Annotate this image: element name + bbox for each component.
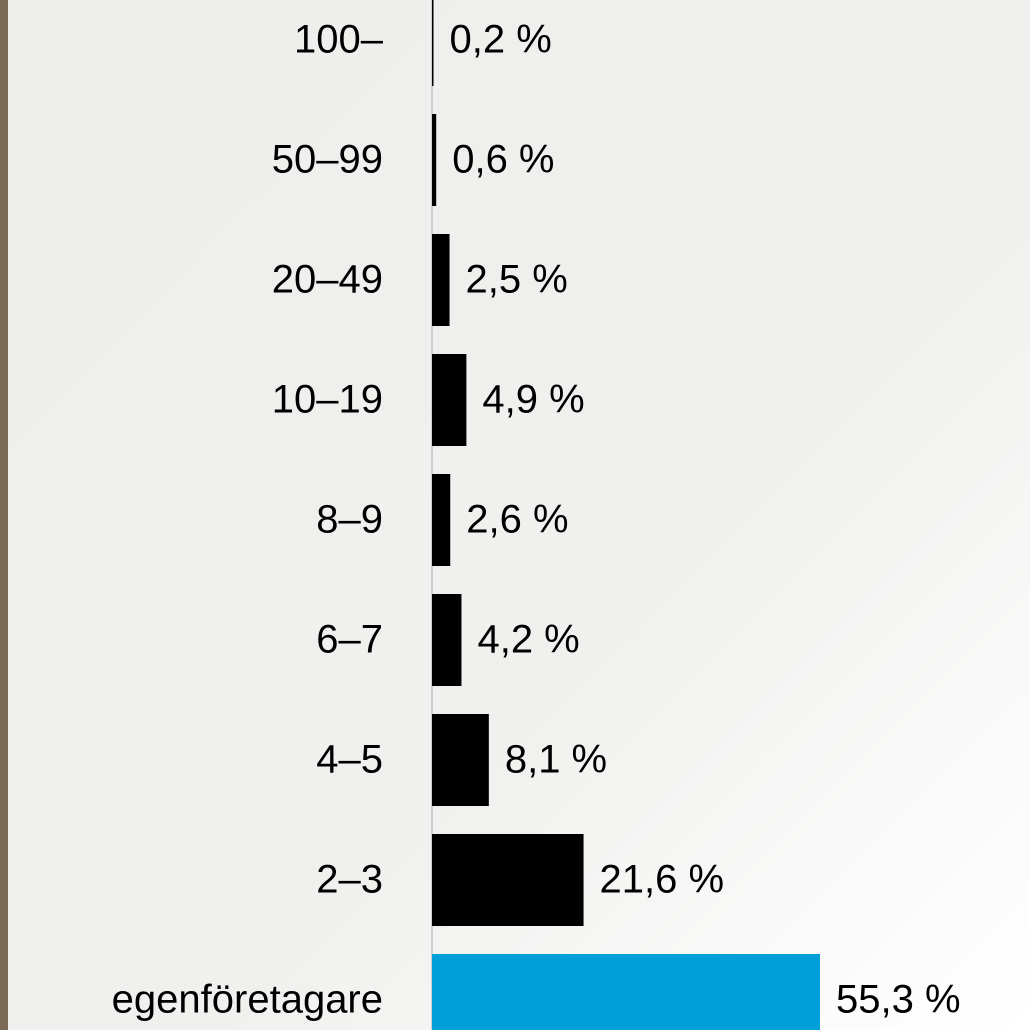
category-label: 6–7 xyxy=(316,618,383,662)
value-label: 4,2 % xyxy=(477,618,579,662)
value-label: 55,3 % xyxy=(836,978,961,1022)
category-label: egenföretagare xyxy=(112,978,383,1022)
photo-edge xyxy=(0,0,8,1030)
category-label: 50–99 xyxy=(272,138,383,182)
category-label: 100– xyxy=(294,18,384,62)
category-label: 2–3 xyxy=(316,858,383,902)
value-label: 0,6 % xyxy=(452,138,554,182)
bar xyxy=(432,354,467,446)
value-label: 8,1 % xyxy=(505,738,607,782)
bar xyxy=(432,594,462,686)
category-label: 10–19 xyxy=(272,378,383,422)
bar xyxy=(432,714,489,806)
category-label: 8–9 xyxy=(316,498,383,542)
bar xyxy=(432,954,820,1030)
category-label: 20–49 xyxy=(272,258,383,302)
bar xyxy=(432,114,437,206)
value-label: 2,5 % xyxy=(466,258,568,302)
bar xyxy=(432,474,451,566)
value-label: 0,2 % xyxy=(450,18,552,62)
value-label: 21,6 % xyxy=(600,858,725,902)
bar xyxy=(432,234,450,326)
value-label: 2,6 % xyxy=(466,498,568,542)
value-label: 4,9 % xyxy=(482,378,584,422)
bar xyxy=(432,834,584,926)
bar xyxy=(432,0,434,86)
category-label: 4–5 xyxy=(316,738,383,782)
